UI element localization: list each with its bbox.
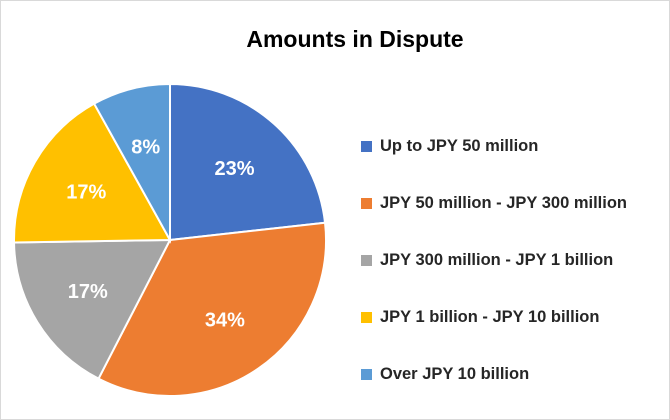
legend-item: Up to JPY 50 million	[361, 118, 627, 175]
pie-slice-3	[13, 102, 172, 244]
pie-slice-1	[97, 221, 327, 397]
legend-item: Over JPY 10 billion	[361, 346, 627, 403]
pie-slice-4	[92, 82, 171, 244]
legend-item: JPY 1 billion - JPY 10 billion	[361, 289, 627, 346]
legend-swatch	[361, 141, 372, 152]
pie-slice-2	[13, 238, 172, 381]
pie-slice-0	[169, 82, 327, 242]
data-label-2: 17%	[68, 281, 108, 303]
legend-label: JPY 300 million - JPY 1 billion	[380, 251, 614, 269]
legend: Up to JPY 50 million JPY 50 million - JPY…	[361, 118, 627, 403]
data-label-0: 23%	[214, 158, 254, 180]
legend-swatch	[361, 369, 372, 380]
legend-label: Over JPY 10 billion	[380, 365, 530, 383]
legend-label: JPY 1 billion - JPY 10 billion	[380, 308, 600, 326]
legend-label: JPY 50 million - JPY 300 million	[380, 194, 627, 212]
data-label-4: 8%	[131, 136, 160, 158]
legend-swatch	[361, 312, 372, 323]
legend-item: JPY 50 million - JPY 300 million	[361, 175, 627, 232]
legend-swatch	[361, 255, 372, 266]
legend-label: Up to JPY 50 million	[380, 137, 539, 155]
chart-title: Amounts in Dispute	[246, 26, 464, 52]
data-label-3: 17%	[66, 182, 106, 204]
data-label-1: 34%	[205, 310, 245, 332]
legend-item: JPY 300 million - JPY 1 billion	[361, 232, 627, 289]
legend-swatch	[361, 198, 372, 209]
